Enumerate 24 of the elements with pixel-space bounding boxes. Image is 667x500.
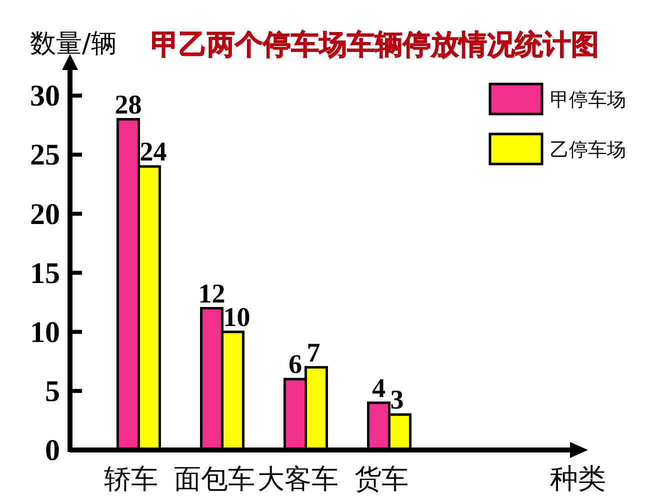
title: 甲乙两个停车场车辆停放情况统计图 bbox=[151, 28, 599, 61]
ytick: 0 bbox=[45, 434, 60, 467]
ytick: 15 bbox=[30, 256, 60, 290]
ytick: 5 bbox=[45, 374, 60, 408]
xtick: 大客车 bbox=[257, 464, 338, 495]
data-label: 28 bbox=[114, 89, 142, 120]
xtick: 面包车 bbox=[174, 464, 255, 495]
data-label: 6 bbox=[288, 349, 302, 380]
data-label: 10 bbox=[223, 302, 250, 332]
xtick: 轿车 bbox=[104, 464, 158, 495]
xtick: 货车 bbox=[354, 464, 408, 495]
ytick: 20 bbox=[30, 198, 60, 231]
ytick: 30 bbox=[30, 80, 60, 113]
data-label: 12 bbox=[198, 278, 226, 308]
data-label: 4 bbox=[372, 372, 386, 403]
data-label: 3 bbox=[390, 384, 404, 415]
data-label: 24 bbox=[140, 136, 167, 166]
ylabel: 数量/辆 bbox=[30, 29, 117, 59]
ytick: 25 bbox=[30, 138, 60, 172]
ytick: 10 bbox=[30, 316, 60, 349]
legend-label: 乙停车场 bbox=[550, 139, 626, 161]
data-label: 7 bbox=[306, 337, 320, 368]
legend-label: 甲停车场 bbox=[550, 89, 626, 111]
xlabel: 种类 bbox=[550, 462, 606, 495]
